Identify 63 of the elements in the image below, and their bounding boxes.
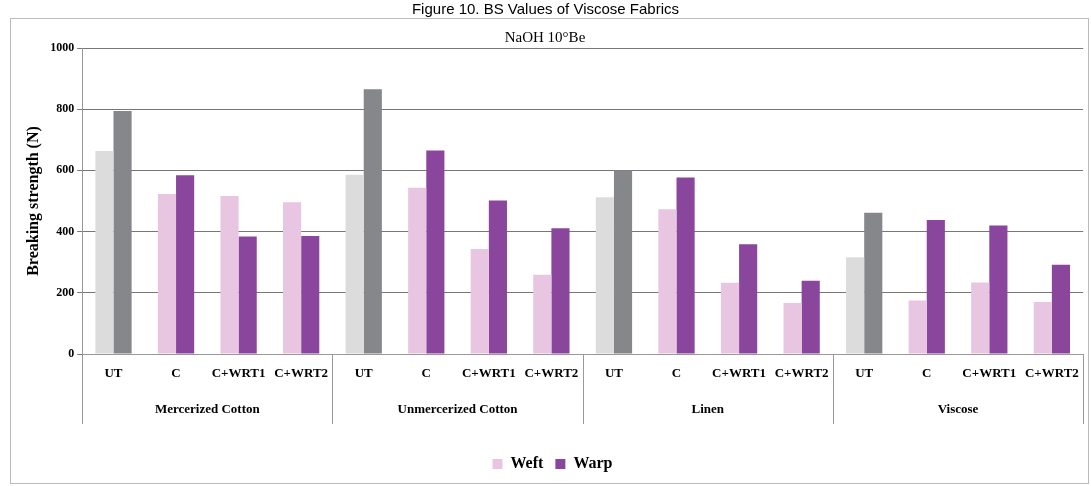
- y-tick-label: 400: [56, 223, 75, 238]
- text: Viscose: [937, 401, 979, 417]
- x-tick-label: C: [671, 365, 682, 381]
- bar: [176, 175, 195, 354]
- text: Linen: [691, 401, 725, 417]
- x-tick-label: C: [421, 365, 431, 381]
- bar: [908, 300, 927, 354]
- x-tick-label: C+WRT2: [1024, 365, 1079, 381]
- chart-title: Figure 10. BS Values of Viscose Fabrics: [410, 0, 681, 17]
- bar: [989, 225, 1008, 354]
- bar: [801, 280, 820, 354]
- bar: [676, 177, 695, 354]
- x-tick-label: C+WRT2: [274, 365, 329, 381]
- x-tick-label: C: [922, 365, 932, 381]
- x-tick-label: C+WRT2: [524, 365, 579, 381]
- bar: [426, 150, 445, 354]
- bar: [720, 282, 740, 354]
- bar: [95, 151, 114, 354]
- bar: [846, 257, 865, 354]
- bar: [488, 200, 507, 354]
- x-tick-label: UT: [855, 365, 874, 381]
- x-tick-label: C+WRT1: [461, 365, 516, 381]
- bar: [739, 244, 758, 354]
- bar: [783, 302, 802, 354]
- bar: [1033, 301, 1052, 354]
- y-tick-label: 800: [56, 101, 75, 116]
- legend-label: Warp: [573, 454, 613, 473]
- bar: [470, 249, 489, 354]
- x-tick-label: C+WRT1: [712, 365, 767, 381]
- bar: [283, 202, 302, 354]
- x-tick-label: C+WRT1: [211, 365, 266, 381]
- bar: [345, 174, 364, 354]
- text: Mercerized Cotton: [154, 401, 261, 417]
- bar: [408, 187, 427, 354]
- x-tick-label: C+WRT1: [962, 365, 1017, 381]
- bar: [113, 111, 132, 354]
- x-tick-label: UT: [354, 365, 374, 381]
- bar: [301, 235, 320, 354]
- bar: [363, 89, 382, 354]
- bar: [220, 196, 239, 354]
- chart-subtitle: NaOH 10°Be: [504, 28, 586, 45]
- y-tick-label: 1000: [50, 40, 75, 55]
- x-tick-label: UT: [604, 365, 624, 381]
- y-tick-label: 0: [68, 346, 75, 361]
- bar: [971, 282, 990, 354]
- bar: [551, 228, 570, 354]
- x-tick-label: C: [171, 365, 181, 381]
- bar: [595, 197, 614, 354]
- bar: [926, 219, 945, 354]
- y-tick-label: 600: [56, 162, 75, 177]
- y-axis-title: Breaking strength (N): [23, 126, 42, 276]
- bar: [864, 212, 883, 354]
- x-tick-label: UT: [104, 365, 123, 381]
- text: Unmercerized Cotton: [397, 401, 519, 417]
- bar: [533, 274, 552, 354]
- bar: [238, 236, 257, 354]
- bar: [613, 170, 633, 354]
- bar: [1051, 264, 1071, 354]
- bar: [658, 209, 677, 354]
- x-tick-label: C+WRT2: [774, 365, 829, 381]
- bar: [157, 193, 177, 354]
- legend-label: Weft: [510, 454, 545, 472]
- y-tick-label: 200: [56, 284, 75, 299]
